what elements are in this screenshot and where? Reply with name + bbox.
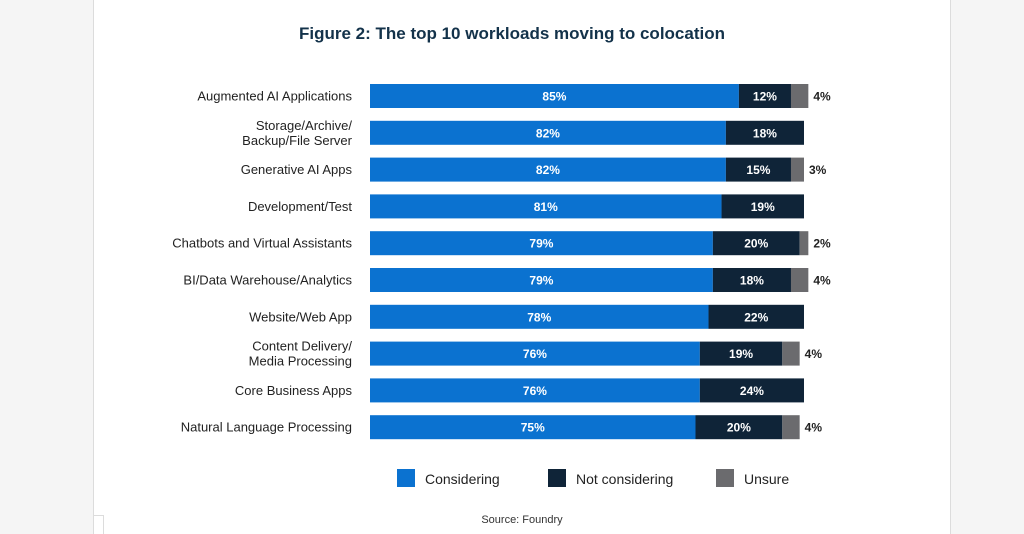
category-label: Core Business Apps bbox=[235, 383, 353, 398]
bar-segment-considering bbox=[370, 268, 713, 292]
bar-segment-not-considering bbox=[712, 231, 800, 256]
category-label: Augmented AI Applications bbox=[197, 89, 352, 104]
bar-segment-unsure bbox=[782, 415, 800, 440]
bar-segment-not-considering bbox=[721, 194, 804, 219]
bar-segment-considering bbox=[370, 157, 726, 182]
chart-title: Figure 2: The top 10 workloads moving to… bbox=[299, 24, 725, 43]
category-label: BI/Data Warehouse/Analytics bbox=[183, 273, 352, 288]
bar-segment-unsure bbox=[790, 268, 809, 292]
data-label: 76% bbox=[523, 347, 547, 361]
bar-segment-not-considering bbox=[695, 415, 783, 440]
bar-segment-considering bbox=[370, 84, 739, 108]
bar-segment-considering bbox=[370, 341, 700, 366]
data-label: 82% bbox=[536, 126, 560, 140]
data-label: 20% bbox=[727, 421, 751, 435]
data-label: 15% bbox=[746, 163, 770, 177]
bar-segment-considering bbox=[370, 194, 722, 219]
category-label: Generative AI Apps bbox=[241, 162, 353, 177]
data-label: 85% bbox=[542, 90, 566, 104]
page-corner-mark bbox=[94, 515, 104, 534]
bar-segment-not-considering bbox=[712, 268, 791, 292]
data-label: 4% bbox=[805, 421, 823, 435]
data-label: 4% bbox=[813, 274, 831, 288]
category-label: Chatbots and Virtual Assistants bbox=[172, 236, 352, 251]
legend-swatch bbox=[548, 469, 566, 487]
data-label: 19% bbox=[751, 200, 775, 214]
data-label: 18% bbox=[740, 274, 764, 288]
bar-segment-considering bbox=[370, 231, 713, 256]
bar-segment-considering bbox=[370, 415, 696, 440]
data-label: 2% bbox=[813, 237, 831, 251]
category-label: Storage/Archive/Backup/File Server bbox=[242, 118, 352, 148]
data-label: 82% bbox=[536, 163, 560, 177]
category-label: Development/Test bbox=[248, 199, 352, 214]
data-label: 12% bbox=[753, 90, 777, 104]
data-label: 18% bbox=[753, 126, 777, 140]
bar-segment-not-considering bbox=[725, 120, 804, 145]
bar-segment-unsure bbox=[790, 84, 809, 108]
data-label: 4% bbox=[805, 347, 823, 361]
legend-swatch bbox=[397, 469, 415, 487]
bar-segment-unsure bbox=[782, 341, 800, 366]
bar-segment-unsure bbox=[799, 231, 809, 256]
data-label: 75% bbox=[521, 421, 545, 435]
bar-segment-unsure bbox=[790, 157, 804, 182]
data-label: 24% bbox=[740, 384, 764, 398]
data-label: 79% bbox=[529, 274, 553, 288]
data-label: 19% bbox=[729, 347, 753, 361]
bar-segment-not-considering bbox=[699, 378, 804, 403]
source-note: Source: Foundry bbox=[481, 514, 563, 526]
bar-segment-not-considering bbox=[699, 341, 783, 366]
data-label: 81% bbox=[534, 200, 558, 214]
bar-segment-considering bbox=[370, 120, 726, 145]
bar-segment-not-considering bbox=[708, 304, 804, 329]
legend-swatch bbox=[716, 469, 734, 487]
bar-segment-considering bbox=[370, 378, 700, 403]
data-label: 76% bbox=[523, 384, 547, 398]
data-label: 78% bbox=[527, 310, 551, 324]
data-label: 79% bbox=[529, 237, 553, 251]
legend-label: Unsure bbox=[744, 471, 789, 487]
legend-label: Considering bbox=[425, 471, 500, 487]
data-label: 4% bbox=[813, 90, 831, 104]
bar-segment-not-considering bbox=[738, 84, 791, 108]
category-label: Natural Language Processing bbox=[181, 420, 352, 435]
bar-segment-considering bbox=[370, 304, 709, 329]
category-label: Content Delivery/Media Processing bbox=[249, 339, 353, 369]
category-label: Website/Web App bbox=[249, 309, 352, 324]
data-label: 3% bbox=[809, 163, 827, 177]
data-label: 20% bbox=[744, 237, 768, 251]
bar-segment-not-considering bbox=[725, 157, 791, 182]
legend-label: Not considering bbox=[576, 471, 673, 487]
data-label: 22% bbox=[744, 310, 768, 324]
